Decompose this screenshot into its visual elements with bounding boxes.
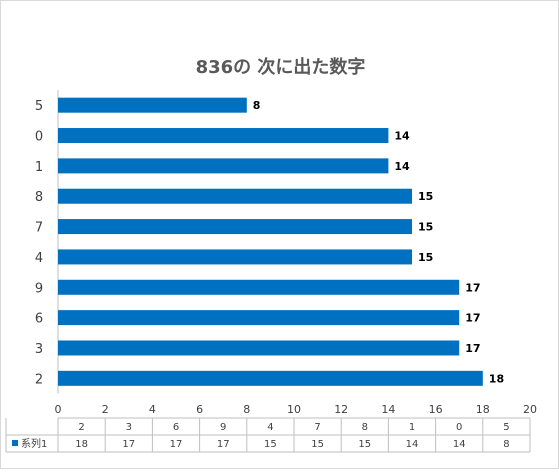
- data-label-0: 14: [394, 130, 410, 143]
- y-tick-label-8: 8: [35, 190, 43, 205]
- y-tick-label-6: 6: [35, 312, 43, 327]
- bar-2: [58, 370, 483, 386]
- y-tick-label-1: 1: [35, 160, 43, 175]
- data-label-7: 15: [418, 221, 433, 234]
- x-tick-label-20: 20: [523, 403, 537, 416]
- table-header-3: 3: [126, 422, 132, 433]
- table-header-9: 9: [220, 422, 226, 433]
- x-tick-label-0: 0: [55, 403, 62, 416]
- x-tick-label-2: 2: [102, 403, 109, 416]
- y-tick-label-7: 7: [35, 221, 43, 236]
- bar-3: [58, 340, 460, 356]
- x-tick-label-14: 14: [381, 403, 395, 416]
- table-header-1: 1: [409, 422, 415, 433]
- table-value-9: 17: [217, 439, 230, 450]
- table-value-8: 15: [358, 439, 371, 450]
- table-value-6: 17: [170, 439, 183, 450]
- bar-7: [58, 219, 412, 235]
- data-label-1: 14: [394, 160, 410, 173]
- y-tick-label-9: 9: [35, 281, 43, 296]
- bar-4: [58, 249, 412, 265]
- bar-5: [58, 97, 247, 113]
- table-header-0: 0: [456, 422, 462, 433]
- bar-9: [58, 279, 460, 295]
- y-tick-label-0: 0: [35, 130, 43, 145]
- x-tick-label-12: 12: [334, 403, 348, 416]
- data-label-9: 17: [465, 281, 480, 294]
- table-value-2: 18: [75, 439, 88, 450]
- data-label-5: 8: [253, 99, 261, 112]
- y-tick-label-4: 4: [35, 251, 43, 266]
- x-tick-label-16: 16: [429, 403, 443, 416]
- bar-0: [58, 128, 389, 144]
- x-tick-label-10: 10: [287, 403, 301, 416]
- x-tick-label-8: 8: [243, 403, 250, 416]
- table-header-6: 6: [173, 422, 179, 433]
- table-header-2: 2: [78, 422, 84, 433]
- data-label-8: 15: [418, 190, 433, 203]
- table-value-4: 15: [264, 439, 277, 450]
- bar-1: [58, 158, 389, 174]
- table-value-5: 8: [503, 439, 509, 450]
- table-value-1: 14: [406, 439, 419, 450]
- table-header-7: 7: [314, 422, 320, 433]
- y-tick-label-5: 5: [35, 99, 43, 114]
- data-label-6: 17: [465, 312, 480, 325]
- x-tick-label-6: 6: [196, 403, 203, 416]
- data-label-4: 15: [418, 251, 433, 264]
- table-header-4: 4: [267, 422, 273, 433]
- chart-title: 836の 次に出た数字: [195, 57, 366, 78]
- table-header-8: 8: [362, 422, 368, 433]
- data-label-2: 18: [489, 372, 504, 385]
- table-header-5: 5: [503, 422, 509, 433]
- table-value-7: 15: [311, 439, 324, 450]
- legend-key-icon: [12, 440, 18, 446]
- table-value-3: 17: [122, 439, 135, 450]
- y-tick-label-3: 3: [35, 342, 43, 357]
- bar-6: [58, 310, 460, 326]
- table-value-0: 14: [453, 439, 466, 450]
- x-tick-label-18: 18: [476, 403, 490, 416]
- y-tick-label-2: 2: [35, 372, 43, 387]
- legend-series-name: 系列1: [21, 437, 47, 450]
- x-tick-label-4: 4: [149, 403, 156, 416]
- bar-8: [58, 188, 412, 204]
- data-label-3: 17: [465, 342, 480, 355]
